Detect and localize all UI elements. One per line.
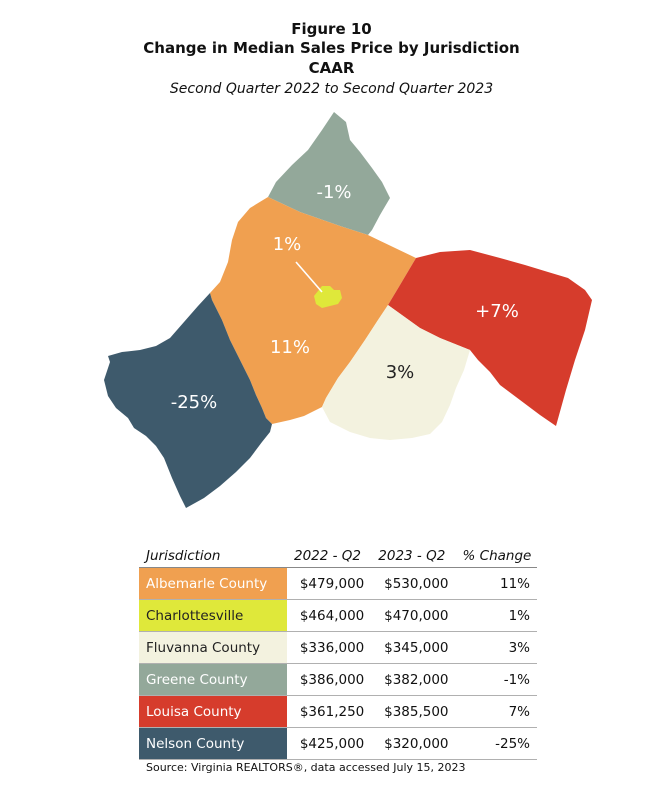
cell-change: 11% — [455, 567, 537, 600]
source-note: Source: Virginia REALTORS®, data accesse… — [146, 761, 466, 774]
cell-2023-q2: $345,000 — [371, 631, 456, 664]
cell-jurisdiction: Nelson County — [139, 727, 287, 760]
cell-2022-q2: $425,000 — [287, 727, 372, 760]
jurisdiction-map: -1% 1% 11% +7% 3% -25% — [104, 112, 592, 508]
cell-2022-q2: $464,000 — [287, 599, 372, 632]
header-2023-q2: 2023 - Q2 — [371, 545, 456, 568]
figure-period: Second Quarter 2022 to Second Quarter 20… — [169, 81, 494, 97]
cell-2023-q2: $320,000 — [371, 727, 456, 760]
table-row: Albemarle County $479,000 $530,000 11% — [139, 567, 537, 600]
map-region-louisa — [388, 250, 592, 426]
jurisdiction-table: Jurisdiction 2022 - Q2 2023 - Q2 % Chang… — [139, 545, 537, 760]
cell-jurisdiction: Albemarle County — [139, 567, 287, 600]
table-row: Charlottesville $464,000 $470,000 1% — [139, 599, 537, 632]
cell-2022-q2: $361,250 — [287, 695, 372, 728]
table-row: Fluvanna County $336,000 $345,000 3% — [139, 631, 537, 664]
cell-2023-q2: $470,000 — [371, 599, 456, 632]
cell-change: 7% — [455, 695, 537, 728]
map-region-nelson — [104, 293, 272, 508]
header-2022-q2: 2022 - Q2 — [287, 545, 372, 568]
map-region-fluvanna — [322, 305, 470, 440]
header-jurisdiction: Jurisdiction — [139, 545, 287, 568]
charlottesville-leader-line — [295, 261, 323, 293]
cell-2023-q2: $385,500 — [371, 695, 456, 728]
cell-change: -25% — [455, 727, 537, 760]
cell-2023-q2: $530,000 — [371, 567, 456, 600]
header-change: % Change — [455, 545, 537, 568]
table-row: Nelson County $425,000 $320,000 -25% — [139, 727, 537, 760]
cell-2023-q2: $382,000 — [371, 663, 456, 696]
map-region-greene — [268, 112, 390, 235]
table-row: Louisa County $361,250 $385,500 7% — [139, 695, 537, 728]
map-label-louisa: +7% — [475, 301, 519, 322]
table-header-row: Jurisdiction 2022 - Q2 2023 - Q2 % Chang… — [139, 545, 537, 568]
map-label-fluvanna: 3% — [386, 362, 415, 383]
cell-jurisdiction: Louisa County — [139, 695, 287, 728]
map-label-greene: -1% — [316, 182, 351, 203]
map-label-charlottesville: 1% — [273, 234, 302, 255]
cell-2022-q2: $336,000 — [287, 631, 372, 664]
cell-2022-q2: $386,000 — [287, 663, 372, 696]
cell-jurisdiction: Fluvanna County — [139, 631, 287, 664]
cell-2022-q2: $479,000 — [287, 567, 372, 600]
map-label-nelson: -25% — [171, 392, 218, 413]
cell-jurisdiction: Greene County — [139, 663, 287, 696]
cell-change: 1% — [455, 599, 537, 632]
table-row: Greene County $386,000 $382,000 -1% — [139, 663, 537, 696]
map-region-albemarle — [210, 197, 416, 424]
map-label-albemarle: 11% — [270, 337, 310, 358]
figure-title: Change in Median Sales Price by Jurisdic… — [143, 39, 520, 57]
cell-change: 3% — [455, 631, 537, 664]
figure-label: Figure 10 — [291, 20, 372, 38]
cell-jurisdiction: Charlottesville — [139, 599, 287, 632]
figure-subtitle: CAAR — [308, 59, 355, 77]
cell-change: -1% — [455, 663, 537, 696]
